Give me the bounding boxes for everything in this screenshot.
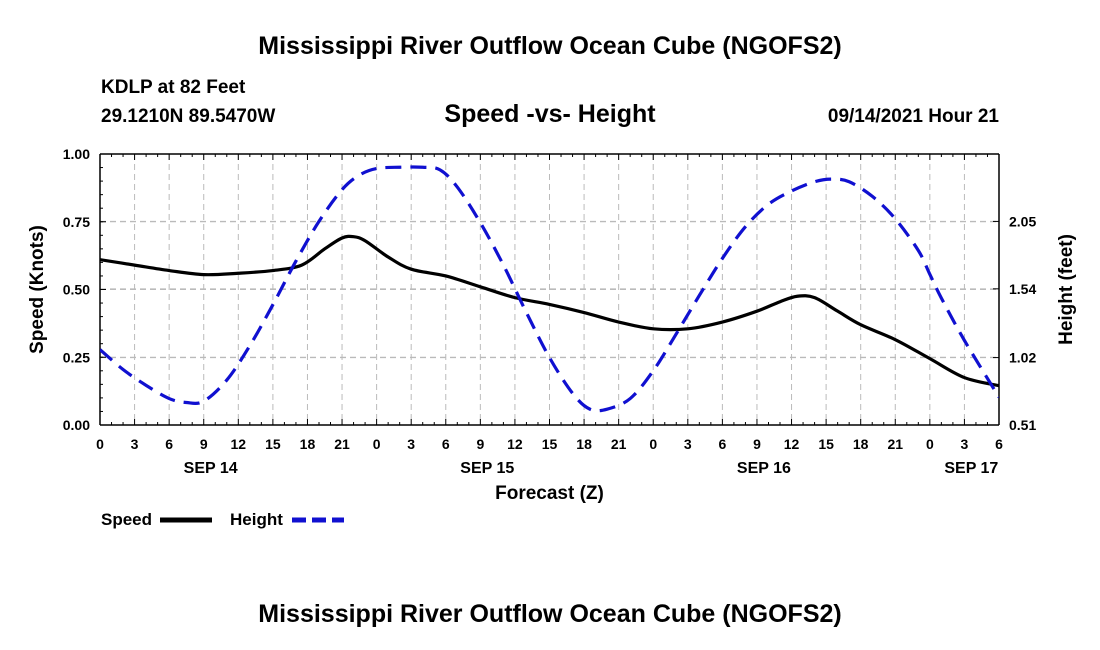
x-tick-label: 12 [507, 436, 523, 452]
x-tick-label: 9 [476, 436, 484, 452]
x-tick-label: 15 [265, 436, 281, 452]
x-axis-title: Forecast (Z) [495, 483, 604, 504]
x-tick-label: 12 [784, 436, 800, 452]
x-day-label: SEP 16 [737, 460, 791, 477]
coordinates-label: 29.1210N 89.5470W [101, 106, 276, 127]
y2-tick-label: 0.51 [1009, 417, 1036, 433]
x-tick-label: 12 [231, 436, 247, 452]
legend-height-label: Height [230, 510, 283, 529]
x-tick-label: 15 [542, 436, 558, 452]
x-tick-label: 21 [334, 436, 350, 452]
x-tick-label: 9 [200, 436, 208, 452]
x-tick-label: 0 [96, 436, 104, 452]
x-tick-label: 18 [576, 436, 592, 452]
y-tick-label: 0.00 [63, 417, 90, 433]
footer-title: Mississippi River Outflow Ocean Cube (NG… [258, 600, 842, 628]
x-tick-label: 18 [300, 436, 316, 452]
x-tick-label: 3 [407, 436, 415, 452]
datetime-label: 09/14/2021 Hour 21 [827, 106, 999, 127]
y2-tick-label: 1.54 [1009, 281, 1036, 297]
x-tick-label: 3 [131, 436, 139, 452]
y-tick-label: 0.75 [63, 214, 90, 230]
x-tick-label: 3 [961, 436, 969, 452]
y-tick-label: 0.50 [63, 282, 90, 298]
y-axis-title: Speed (Knots) [27, 225, 48, 354]
x-tick-label: 6 [165, 436, 173, 452]
x-tick-label: 3 [684, 436, 692, 452]
x-day-label: SEP 15 [460, 460, 514, 477]
chart-title: Mississippi River Outflow Ocean Cube (NG… [258, 32, 842, 60]
station-label: KDLP at 82 Feet [101, 77, 246, 98]
x-tick-label: 0 [373, 436, 381, 452]
x-tick-label: 6 [995, 436, 1003, 452]
x-tick-label: 15 [818, 436, 834, 452]
y2-tick-label: 1.02 [1009, 350, 1036, 366]
legend-speed-label: Speed [101, 510, 153, 529]
y-tick-label: 0.25 [63, 349, 90, 365]
series-line-height [100, 165, 999, 413]
x-tick-label: 9 [753, 436, 761, 452]
x-day-label: SEP 14 [184, 460, 238, 477]
y2-tick-label: 2.05 [1009, 213, 1036, 229]
y2-axis-title: Height (feet) [1056, 234, 1077, 345]
x-day-label: SEP 17 [944, 460, 998, 477]
x-tick-label: 6 [442, 436, 450, 452]
y-tick-label: 1.00 [63, 146, 90, 162]
x-tick-label: 18 [853, 436, 869, 452]
series-line-speed [100, 234, 999, 388]
chart-subtitle: Speed -vs- Height [444, 100, 656, 128]
x-tick-label: 21 [611, 436, 627, 452]
x-tick-label: 0 [926, 436, 934, 452]
x-tick-label: 0 [649, 436, 657, 452]
x-tick-label: 21 [887, 436, 903, 452]
x-tick-label: 6 [718, 436, 726, 452]
